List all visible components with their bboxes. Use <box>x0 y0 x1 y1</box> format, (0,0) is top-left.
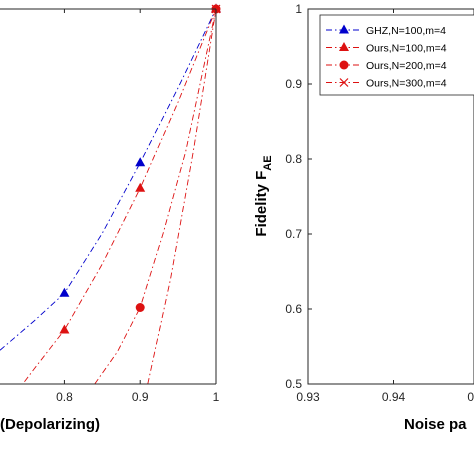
y-tick-label: 0.6 <box>285 302 302 316</box>
y-axis-label-main: Fidelity F <box>253 171 270 237</box>
legend-entry-3: Ours,N=200,m=4 <box>326 60 447 72</box>
right-axis-ticks: 0.5 0.6 0.7 0.8 0.9 1 0.93 0.94 0.95 <box>285 2 474 404</box>
x-tick-label: 0.93 <box>296 390 320 404</box>
y-tick-label: 0.5 <box>285 377 302 391</box>
data-point-s3-1 <box>135 303 145 312</box>
left-chart-panel: 0.8 0.9 1 (Depolarizing) <box>0 3 221 433</box>
left-x-ticks: 0.8 0.9 1 <box>56 9 220 404</box>
data-point-s1-1 <box>59 287 70 297</box>
series-line-3 <box>94 8 216 384</box>
y-tick-label: 0.9 <box>285 77 302 91</box>
legend-label: Ours,N=200,m=4 <box>366 60 447 72</box>
y-tick-label: 0.8 <box>285 152 302 166</box>
x-tick-label: 1 <box>213 390 220 404</box>
y-tick-label: 0.7 <box>285 227 302 241</box>
y-axis-label-subscript: AE <box>262 155 274 170</box>
right-chart-panel: 0.5 0.6 0.7 0.8 0.9 1 0.93 0.94 0.95 Fidelity FA… <box>253 2 474 433</box>
right-x-axis-label: Noise pa <box>404 416 467 433</box>
series-line-2 <box>22 8 216 384</box>
svg-text:Fidelity FAE: Fidelity FAE <box>253 155 274 236</box>
left-x-axis-label: (Depolarizing) <box>0 416 100 433</box>
left-series-markers <box>59 3 221 334</box>
legend-entry-1: GHZ,N=100,m=4 <box>326 24 446 37</box>
legend-label: GHZ,N=100,m=4 <box>366 25 446 37</box>
series-line-1 <box>0 8 216 351</box>
legend-marker <box>339 60 349 70</box>
right-y-axis-label: Fidelity FAE <box>253 155 274 236</box>
series-line-4 <box>147 8 216 384</box>
x-tick-label: 0.95 <box>467 390 474 404</box>
legend-label: Ours,N=100,m=4 <box>366 43 447 55</box>
data-point-s1-2 <box>135 157 146 167</box>
x-tick-label: 0.9 <box>132 390 149 404</box>
legend-marker <box>339 24 349 34</box>
x-tick-label: 0.94 <box>382 390 406 404</box>
legend-marker <box>339 78 349 87</box>
legend-entry-4: Ours,N=300,m=4 <box>326 78 447 90</box>
legend-label: Ours,N=300,m=4 <box>366 78 447 90</box>
right-plot-frame <box>307 8 474 385</box>
legend-entry-2: Ours,N=100,m=4 <box>326 42 447 55</box>
x-tick-label: 0.8 <box>56 390 73 404</box>
legend: GHZ,N=100,m=4 Ours,N=100,m=4 Ours,N=200,m=… <box>319 14 474 96</box>
legend-marker <box>339 42 349 51</box>
data-point-s2-2 <box>135 182 146 192</box>
y-tick-label: 1 <box>295 2 302 16</box>
left-series-lines <box>0 8 216 384</box>
data-point-s2-1 <box>59 324 70 334</box>
